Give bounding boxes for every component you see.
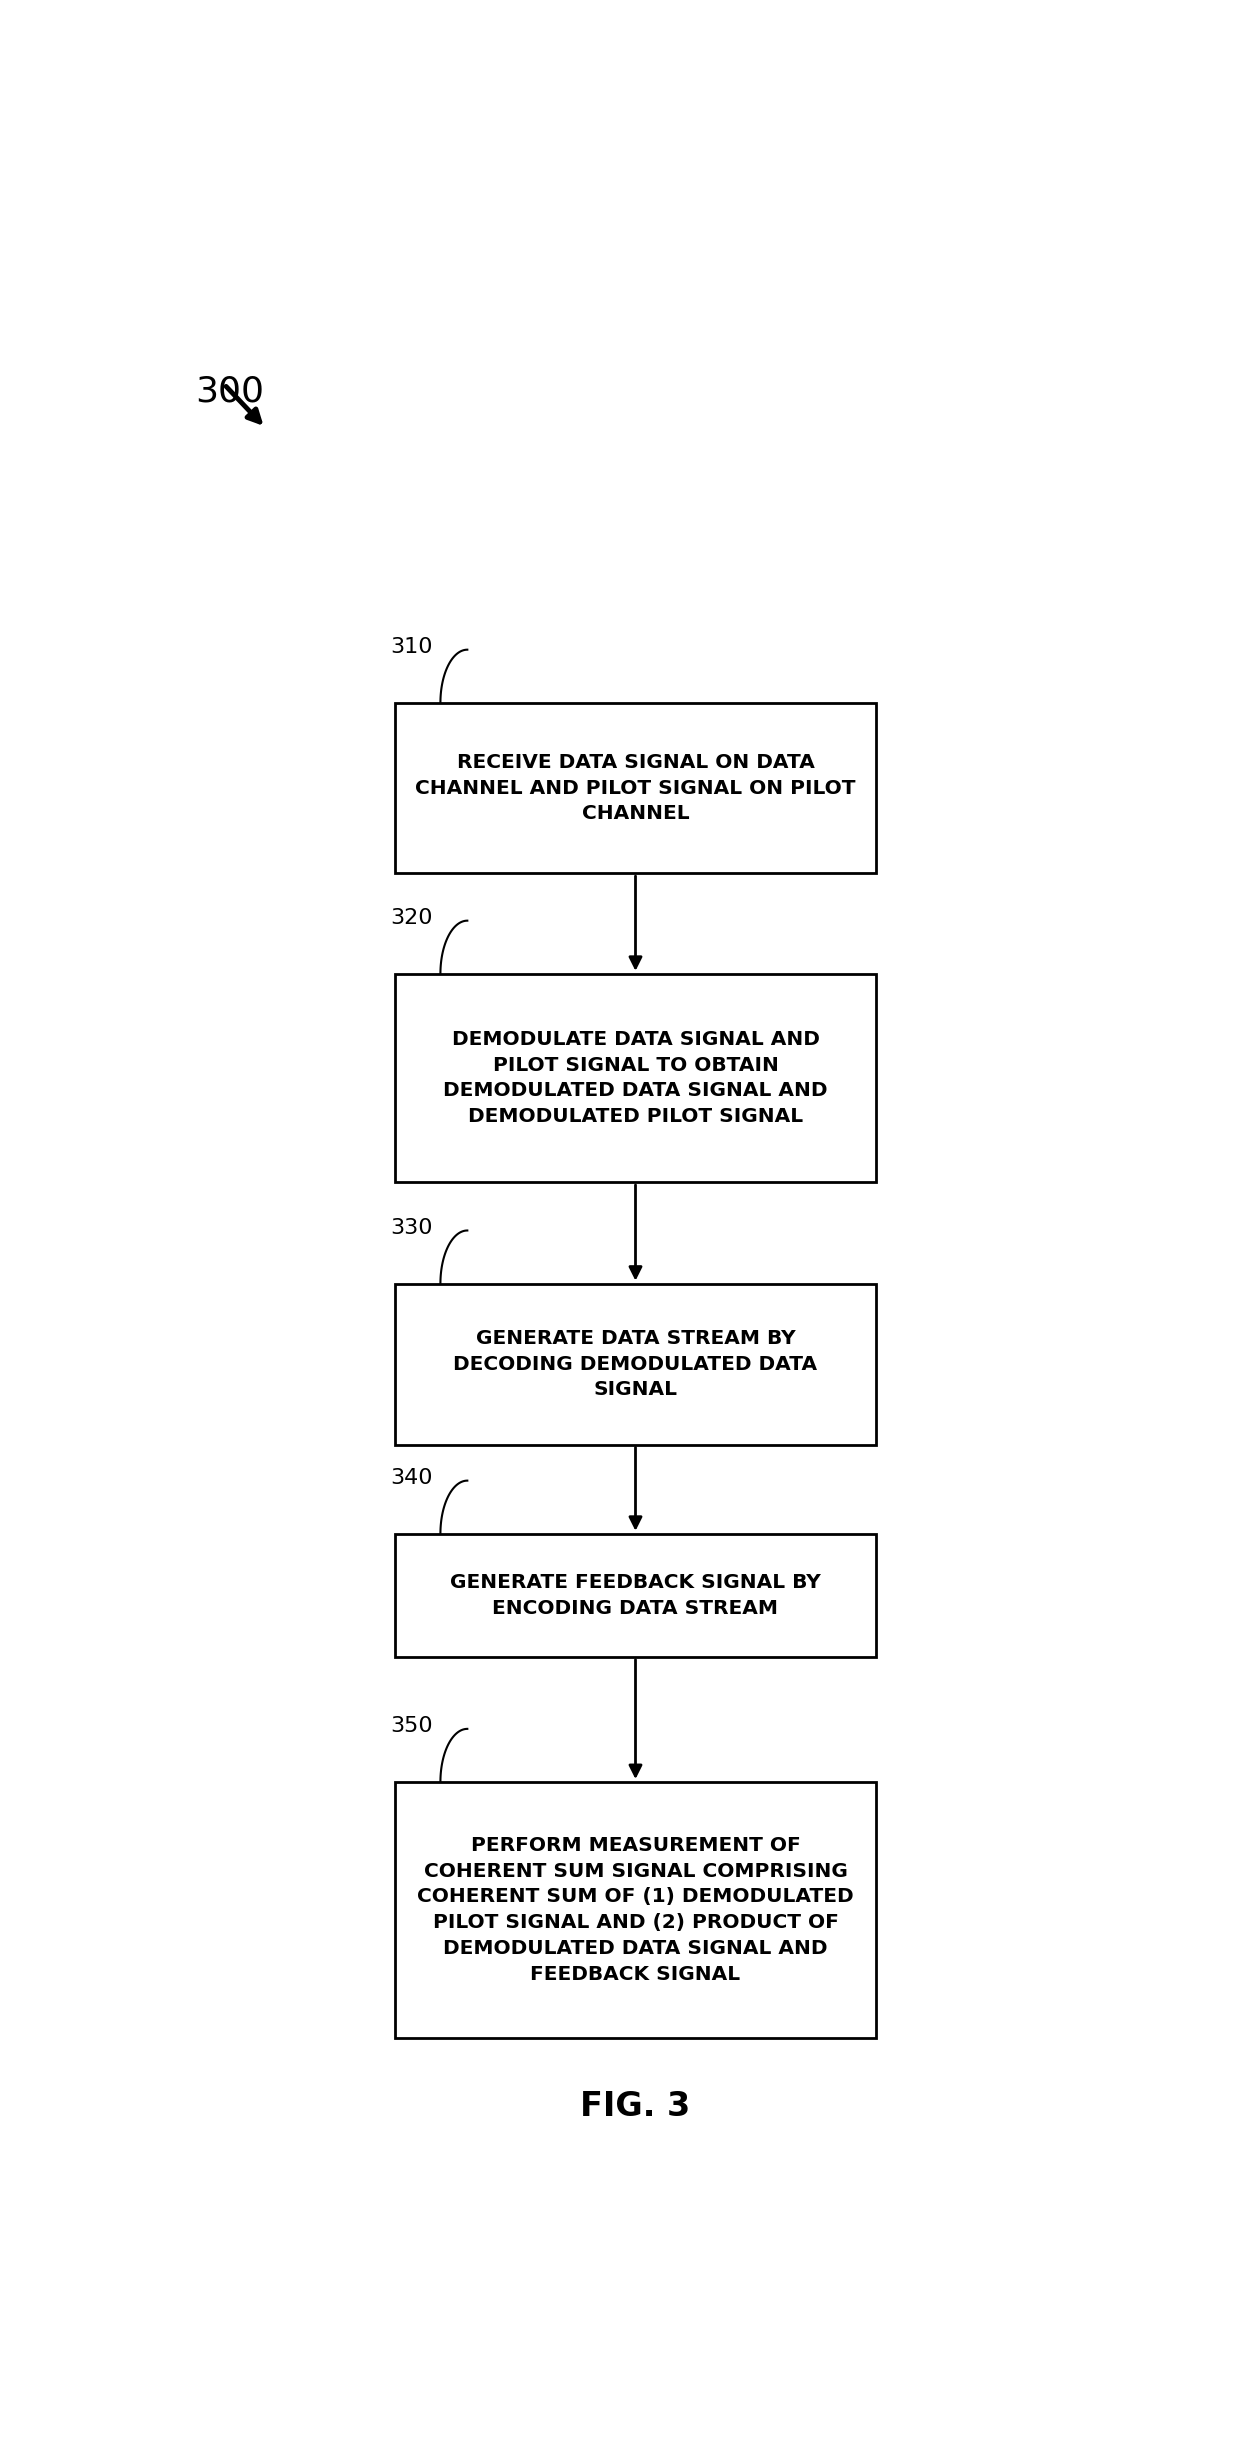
FancyBboxPatch shape bbox=[396, 1782, 875, 2038]
Text: 320: 320 bbox=[391, 908, 433, 928]
Text: RECEIVE DATA SIGNAL ON DATA
CHANNEL AND PILOT SIGNAL ON PILOT
CHANNEL: RECEIVE DATA SIGNAL ON DATA CHANNEL AND … bbox=[415, 753, 856, 824]
Text: 330: 330 bbox=[391, 1218, 433, 1238]
Text: GENERATE DATA STREAM BY
DECODING DEMODULATED DATA
SIGNAL: GENERATE DATA STREAM BY DECODING DEMODUL… bbox=[454, 1329, 817, 1400]
FancyBboxPatch shape bbox=[396, 1533, 875, 1656]
Text: FIG. 3: FIG. 3 bbox=[580, 2089, 691, 2124]
FancyBboxPatch shape bbox=[396, 975, 875, 1181]
Text: 350: 350 bbox=[391, 1715, 433, 1737]
Text: DEMODULATE DATA SIGNAL AND
PILOT SIGNAL TO OBTAIN
DEMODULATED DATA SIGNAL AND
DE: DEMODULATE DATA SIGNAL AND PILOT SIGNAL … bbox=[443, 1029, 828, 1127]
Text: 340: 340 bbox=[391, 1469, 433, 1489]
FancyBboxPatch shape bbox=[396, 1285, 875, 1445]
FancyBboxPatch shape bbox=[396, 704, 875, 874]
Text: 310: 310 bbox=[391, 637, 433, 657]
Text: GENERATE FEEDBACK SIGNAL BY
ENCODING DATA STREAM: GENERATE FEEDBACK SIGNAL BY ENCODING DAT… bbox=[450, 1573, 821, 1617]
Text: 300: 300 bbox=[196, 374, 264, 409]
Text: PERFORM MEASUREMENT OF
COHERENT SUM SIGNAL COMPRISING
COHERENT SUM OF (1) DEMODU: PERFORM MEASUREMENT OF COHERENT SUM SIGN… bbox=[417, 1836, 854, 1984]
